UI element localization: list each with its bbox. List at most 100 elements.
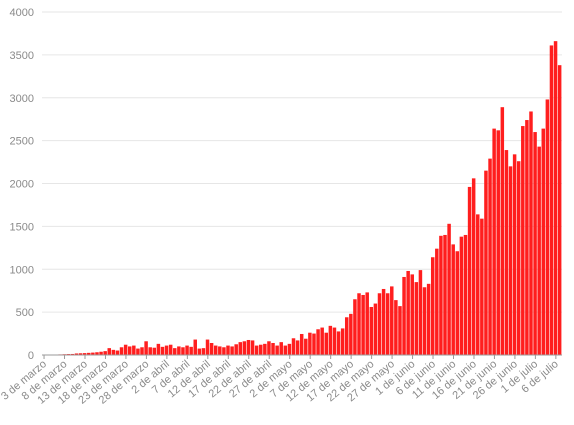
bar xyxy=(381,288,386,355)
bar xyxy=(152,347,157,355)
bar xyxy=(455,251,460,355)
bar xyxy=(422,287,427,355)
bar xyxy=(369,306,374,355)
bar xyxy=(283,345,288,355)
bar xyxy=(267,341,271,355)
bars xyxy=(42,41,562,356)
bar xyxy=(201,348,206,355)
bar xyxy=(480,218,484,355)
y-tick-label: 3000 xyxy=(10,93,34,105)
bar xyxy=(365,292,369,355)
bar xyxy=(476,214,480,355)
bar xyxy=(557,65,562,356)
bar xyxy=(529,111,533,355)
bar xyxy=(488,158,492,355)
bar xyxy=(173,348,177,355)
bar xyxy=(111,349,116,355)
bar xyxy=(336,331,341,355)
bar xyxy=(521,126,525,355)
bar xyxy=(115,350,120,355)
bar xyxy=(467,186,472,355)
bar xyxy=(426,283,431,355)
bar xyxy=(377,293,382,355)
bar xyxy=(349,313,353,355)
bar xyxy=(189,346,193,355)
bar xyxy=(451,244,455,355)
bar xyxy=(332,327,337,355)
bar xyxy=(74,353,79,355)
bar xyxy=(308,332,312,355)
bar xyxy=(394,300,398,355)
bar xyxy=(439,235,443,355)
bar xyxy=(525,120,529,355)
bar xyxy=(271,343,275,355)
bar xyxy=(230,346,234,355)
bar xyxy=(209,343,214,355)
bar xyxy=(398,306,402,355)
bar xyxy=(385,293,390,355)
y-tick-label: 3500 xyxy=(10,50,34,62)
bar xyxy=(516,161,521,355)
bar xyxy=(316,329,320,355)
bar xyxy=(234,344,238,355)
bar xyxy=(87,352,91,355)
bar xyxy=(168,344,173,355)
bar xyxy=(127,346,132,355)
bar xyxy=(549,45,554,355)
bar xyxy=(304,338,308,355)
bar xyxy=(250,340,255,355)
bar xyxy=(218,346,222,355)
bar xyxy=(541,128,546,355)
bar xyxy=(185,345,189,355)
bar xyxy=(545,99,550,355)
bar xyxy=(70,353,75,355)
bar xyxy=(226,345,230,355)
bar xyxy=(144,341,148,355)
bar xyxy=(471,178,476,355)
bar xyxy=(402,276,406,355)
bar xyxy=(373,303,378,355)
bar xyxy=(435,248,439,355)
y-axis-ticks: 0 500 1000 1500 2000 2500 3000 3500 4000 xyxy=(10,7,34,362)
bar xyxy=(160,346,165,355)
gridlines xyxy=(42,11,562,313)
bar xyxy=(242,341,247,355)
bar xyxy=(246,339,251,355)
bar xyxy=(119,347,124,355)
bar xyxy=(484,170,488,355)
bar xyxy=(222,347,226,355)
bar xyxy=(533,132,537,355)
bar xyxy=(492,128,496,355)
bar xyxy=(287,343,292,355)
bar xyxy=(197,348,202,355)
bar xyxy=(123,344,128,355)
bar xyxy=(95,352,99,355)
bar xyxy=(279,342,283,355)
bar xyxy=(78,353,83,355)
bar xyxy=(213,345,218,355)
y-tick-label: 2000 xyxy=(10,179,34,191)
bar xyxy=(500,107,505,356)
bar xyxy=(107,348,111,355)
y-tick-label: 2500 xyxy=(10,136,34,148)
bar xyxy=(193,339,197,355)
y-tick-label: 1000 xyxy=(10,264,34,276)
bar xyxy=(418,270,423,355)
bar xyxy=(82,353,87,355)
bar xyxy=(205,339,210,355)
bar xyxy=(136,348,140,355)
bar xyxy=(324,332,329,355)
bar xyxy=(99,351,103,355)
bar xyxy=(414,282,419,355)
bar xyxy=(156,343,161,355)
bar xyxy=(410,274,414,355)
bar xyxy=(132,345,136,355)
bar xyxy=(447,223,451,355)
bar xyxy=(463,234,468,355)
bar xyxy=(553,41,558,356)
bar xyxy=(459,236,464,355)
bar xyxy=(259,344,263,355)
bar xyxy=(390,286,394,355)
bar xyxy=(181,347,185,355)
bar xyxy=(504,150,509,355)
